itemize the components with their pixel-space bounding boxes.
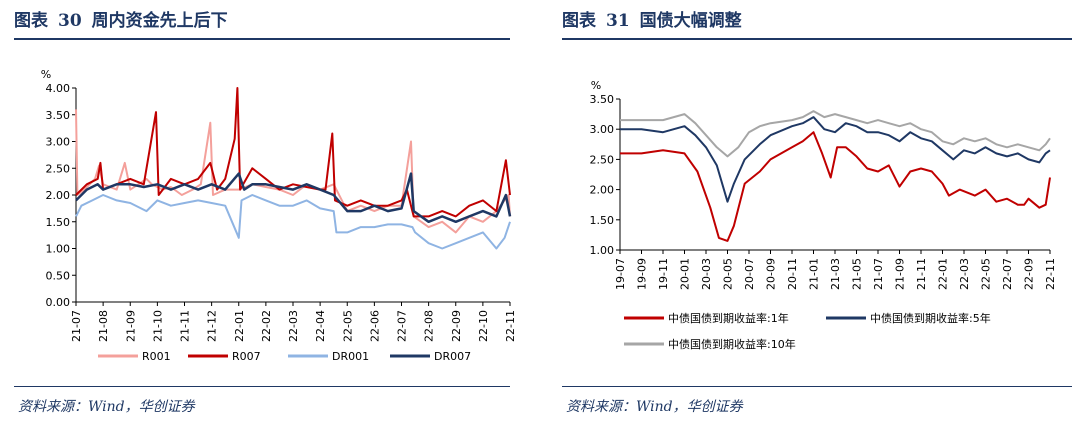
- right-x-tick-label: 21-11: [915, 258, 928, 290]
- left-x-tick-label: 22-02: [260, 310, 273, 342]
- right-series-line-2: [620, 110, 1051, 158]
- left-y-tick-label: 1.00: [46, 243, 71, 256]
- left-x-tick-label: 22-10: [477, 310, 490, 342]
- left-figure-number: 30: [58, 11, 82, 31]
- right-x-tick-label: 22-03: [958, 258, 971, 290]
- left-chart: % 0.00 0.50 1.00 1.50 2.00 2.50 3.00 3.50 4.00 21-…: [41, 68, 517, 363]
- left-y-unit-label: %: [41, 68, 51, 81]
- left-figure: 图表 30 周内资金先上后下 % 0.00 0.50 1.00 1.50 2.00 2.50 3.…: [0, 0, 520, 422]
- right-source: 资料来源：Wind，华创证券: [566, 399, 743, 415]
- right-figure-label: 图表: [562, 11, 596, 31]
- right-y-tick-label: 3.00: [590, 123, 615, 136]
- left-series-line-1: [75, 87, 511, 218]
- right-legend-label-2: 中债国债到期收益率:10年: [668, 337, 796, 351]
- left-y-tick-label: 4.00: [46, 82, 71, 95]
- left-y-tick-label: 3.00: [46, 136, 71, 149]
- left-x-tick-label: 21-08: [97, 310, 110, 342]
- left-y-tick-label: 2.00: [46, 189, 71, 202]
- left-y-tick-label: 3.50: [46, 109, 71, 122]
- right-y-tick-label: 2.00: [590, 184, 615, 197]
- right-source-rule: [562, 386, 1072, 387]
- right-figure-number: 31: [606, 11, 630, 31]
- right-y-tick-label: 3.50: [590, 93, 615, 106]
- left-legend-label-1: R007: [232, 350, 261, 363]
- left-title-rule: [14, 38, 510, 40]
- right-x-tick-label: 22-09: [1023, 258, 1036, 290]
- right-x-tick-label: 20-03: [700, 258, 713, 290]
- left-x-tick-label: 21-09: [124, 310, 137, 342]
- left-y-tick-label: 0.50: [46, 269, 71, 282]
- left-x-tick-label: 22-11: [504, 310, 517, 342]
- left-source-rule: [14, 386, 510, 387]
- right-x-tick-label: 20-01: [679, 258, 692, 290]
- left-y-tick-label: 1.50: [46, 216, 71, 229]
- right-y-tick-label: 1.00: [590, 244, 615, 257]
- right-x-tick-label: 19-11: [657, 258, 670, 290]
- left-figure-title: 图表 30 周内资金先上后下: [14, 6, 228, 31]
- left-x-tick-label: 21-07: [70, 310, 83, 342]
- left-y-tick-label: 0.00: [46, 296, 71, 309]
- left-x-tick-label: 22-09: [450, 310, 463, 342]
- right-x-tick-label: 19-07: [614, 258, 627, 290]
- right-title-text: 国债大幅调整: [639, 11, 742, 31]
- left-x-tick-label: 22-01: [233, 310, 246, 342]
- right-series-line-1: [620, 116, 1051, 203]
- left-series-line-0: [75, 109, 511, 234]
- right-x-tick-label: 21-07: [872, 258, 885, 290]
- left-x-tick-label: 21-12: [206, 310, 219, 342]
- right-y-tick-label: 1.50: [590, 214, 615, 227]
- left-x-tick-label: 22-05: [341, 310, 354, 342]
- right-x-tick-label: 21-03: [829, 258, 842, 290]
- right-x-tick-label: 20-11: [786, 258, 799, 290]
- right-y-unit-label: %: [591, 79, 601, 92]
- left-source: 资料来源：Wind，华创证券: [18, 399, 195, 415]
- right-x-tick-label: 20-05: [722, 258, 735, 290]
- left-title-text: 周内资金先上后下: [91, 11, 228, 31]
- right-chart: % 1.00 1.50 2.00 2.50 3.00 3.50 19-07 19-09 19-11…: [590, 79, 1058, 351]
- right-x-tick-label: 22-11: [1044, 258, 1057, 290]
- left-legend-label-0: R001: [142, 350, 171, 363]
- right-title-rule: [562, 38, 1072, 40]
- left-figure-label: 图表: [14, 11, 48, 31]
- right-x-tick-label: 21-01: [808, 258, 821, 290]
- right-legend-label-1: 中债国债到期收益率:5年: [870, 311, 991, 325]
- left-x-tick-label: 21-10: [151, 310, 164, 342]
- right-x-tick-label: 22-07: [1001, 258, 1014, 290]
- right-legend-label-0: 中债国债到期收益率:1年: [668, 311, 789, 325]
- left-x-tick-label: 22-03: [287, 310, 300, 342]
- left-legend-label-3: DR007: [434, 350, 471, 363]
- left-series-line-2: [75, 194, 511, 250]
- right-figure-title: 图表 31 国债大幅调整: [562, 6, 742, 31]
- left-x-tick-label: 22-07: [396, 310, 409, 342]
- right-x-tick-label: 21-05: [851, 258, 864, 290]
- right-x-tick-label: 19-09: [636, 258, 649, 290]
- left-series-line-3: [75, 172, 512, 224]
- right-x-tick-label: 21-09: [894, 258, 907, 290]
- right-x-tick-label: 22-01: [937, 258, 950, 290]
- left-x-tick-label: 22-06: [368, 310, 381, 342]
- left-y-tick-label: 2.50: [46, 162, 71, 175]
- right-figure: 图表 31 国债大幅调整 % 1.00 1.50 2.00 2.50 3.00 3.50 19-0…: [562, 0, 1080, 422]
- right-series-line-0: [620, 131, 1051, 242]
- right-y-tick-label: 2.50: [590, 153, 615, 166]
- right-x-tick-label: 22-05: [980, 258, 993, 290]
- right-x-tick-label: 20-09: [765, 258, 778, 290]
- left-legend-label-2: DR001: [332, 350, 369, 363]
- left-x-tick-label: 22-08: [423, 310, 436, 342]
- left-x-tick-label: 22-04: [314, 310, 327, 342]
- right-x-tick-label: 20-07: [743, 258, 756, 290]
- left-x-tick-label: 21-11: [179, 310, 192, 342]
